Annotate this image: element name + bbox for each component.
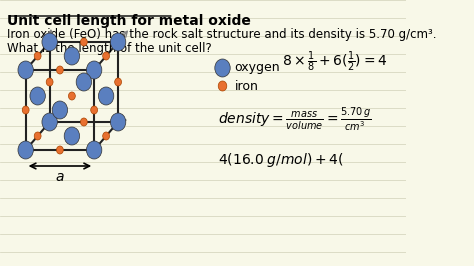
Circle shape	[34, 52, 41, 60]
Circle shape	[110, 113, 126, 131]
Circle shape	[86, 141, 102, 159]
Circle shape	[34, 132, 41, 140]
Circle shape	[18, 141, 33, 159]
Circle shape	[30, 87, 46, 105]
Text: a: a	[55, 170, 64, 184]
Circle shape	[52, 101, 68, 119]
Circle shape	[103, 52, 109, 60]
Text: $4(16.0\;g/mol) + 4($: $4(16.0\;g/mol) + 4($	[218, 151, 344, 169]
Text: Unit cell length for metal oxide: Unit cell length for metal oxide	[7, 14, 251, 28]
Circle shape	[103, 132, 109, 140]
Circle shape	[42, 113, 57, 131]
Circle shape	[56, 146, 64, 154]
Circle shape	[68, 92, 75, 100]
Circle shape	[64, 127, 80, 145]
Circle shape	[215, 59, 230, 77]
Circle shape	[86, 61, 102, 79]
Circle shape	[115, 78, 121, 86]
Circle shape	[64, 47, 80, 65]
Circle shape	[81, 118, 87, 126]
Text: iron: iron	[235, 80, 258, 93]
Circle shape	[56, 66, 64, 74]
Text: What is the length of the unit cell?: What is the length of the unit cell?	[7, 42, 211, 55]
Circle shape	[91, 106, 98, 114]
Circle shape	[81, 38, 87, 46]
Circle shape	[18, 61, 33, 79]
Text: $8\times\frac{1}{8} + 6(\frac{1}{2}) = 4$: $8\times\frac{1}{8} + 6(\frac{1}{2}) = 4…	[283, 50, 388, 74]
Text: $density = \frac{mass}{volume} = \frac{5.70\,g}{cm^3}$: $density = \frac{mass}{volume} = \frac{5…	[218, 106, 372, 134]
Circle shape	[218, 81, 227, 91]
Circle shape	[76, 73, 91, 91]
Text: oxygen: oxygen	[235, 61, 280, 74]
Circle shape	[22, 106, 29, 114]
Circle shape	[46, 78, 53, 86]
Circle shape	[99, 87, 114, 105]
Text: Iron oxide (FeO) has the rock salt structure and its density is 5.70 g/cm³.: Iron oxide (FeO) has the rock salt struc…	[7, 28, 437, 41]
Circle shape	[42, 33, 57, 51]
Circle shape	[110, 33, 126, 51]
